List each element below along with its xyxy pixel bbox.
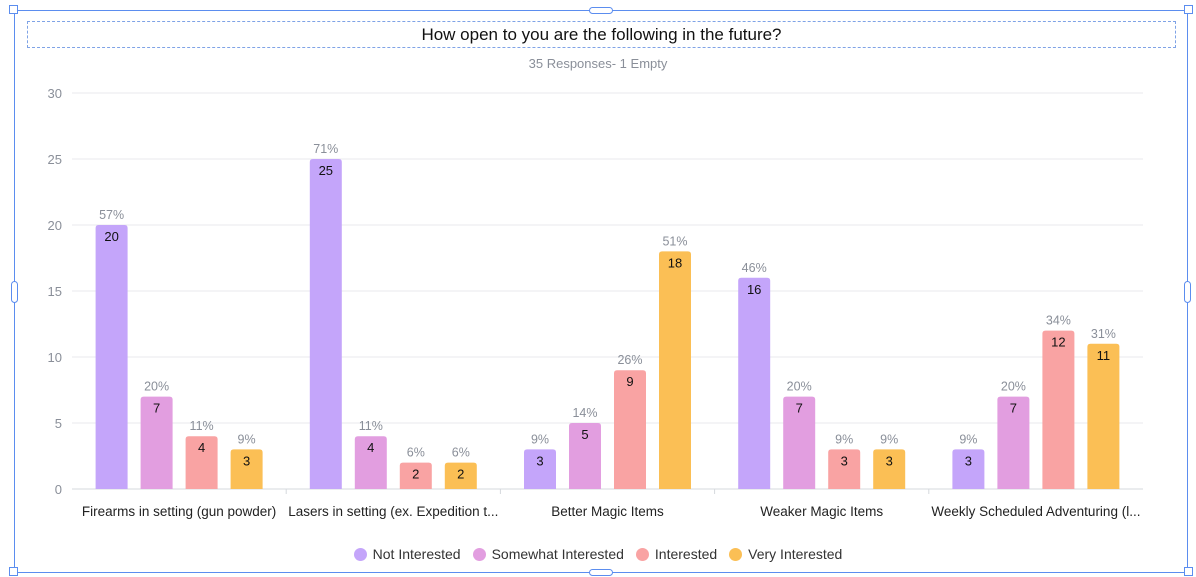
y-tick-label: 25 [48,152,62,167]
y-tick-label: 20 [48,218,62,233]
bar-value-label: 5 [581,427,588,442]
y-tick-label: 5 [55,416,62,431]
bar-value-label: 7 [796,401,803,416]
y-tick-label: 10 [48,350,62,365]
bar-value-label: 4 [198,440,205,455]
bar [444,462,477,489]
bar [524,449,556,489]
bar [659,251,691,489]
bar-percent-label: 14% [572,406,597,420]
bar [185,436,218,489]
legend-swatch [353,547,367,561]
legend-swatch [472,547,486,561]
bar-percent-label: 34% [1046,314,1071,328]
bar-percent-label: 51% [662,234,687,248]
bar [399,462,432,489]
bar-value-label: 18 [668,255,682,270]
chart-subtitle: 35 Responses- 1 Empty [528,56,668,71]
x-tick-label: Better Magic Items [551,504,664,519]
bar [952,449,985,489]
bar [614,370,646,489]
legend-item[interactable]: Interested [635,546,718,562]
bar-percent-label: 57% [99,208,124,222]
bar [783,396,816,489]
bar-value-label: 25 [319,163,333,178]
bar-percent-label: 31% [1091,327,1116,341]
bar-value-label: 3 [243,453,250,468]
resize-handle-bottom[interactable] [589,569,613,576]
bar [997,396,1030,489]
bar [569,423,601,489]
bar-percent-label: 11% [190,419,214,433]
bar-value-label: 7 [1010,401,1017,416]
legend-label: Not Interested [372,546,461,562]
bar [873,449,906,489]
x-tick-label: Weekly Scheduled Adventuring (l... [931,504,1140,519]
bar-percent-label: 20% [1001,380,1026,394]
bar [738,277,771,489]
bar-percent-label: 9% [959,432,977,446]
bar-percent-label: 71% [313,142,338,156]
legend-label: Interested [654,546,718,562]
resize-handle-top[interactable] [589,7,613,14]
bar-percent-label: 46% [742,261,767,275]
bar-value-label: 2 [457,467,464,482]
resize-handle-left[interactable] [11,281,18,303]
bar [1042,330,1075,489]
bar [140,396,173,489]
bar [309,159,342,489]
legend-item[interactable]: Somewhat Interested [472,546,624,562]
chart-legend: Not Interested Somewhat Interested Interes… [0,546,1196,562]
bar-percent-label: 26% [617,353,642,367]
bar-value-label: 3 [886,453,893,468]
bar [230,449,263,489]
x-tick-label: Lasers in setting (ex. Expedition t... [288,504,498,519]
bar [828,449,861,489]
y-tick-label: 0 [55,482,62,497]
resize-handle-bottom-left[interactable] [9,567,18,576]
y-tick-label: 15 [48,284,62,299]
bar-percent-label: 11% [359,419,383,433]
bar-percent-label: 20% [144,380,169,394]
resize-handle-right[interactable] [1184,281,1191,303]
bar-value-label: 3 [965,453,972,468]
chart-title-text: How open to you are the following in the… [421,24,782,44]
bar-value-label: 4 [367,440,374,455]
bar-percent-label: 6% [452,446,470,460]
resize-handle-bottom-right[interactable] [1184,567,1193,576]
bar-value-label: 9 [626,374,633,389]
chart-title[interactable]: How open to you are the following in the… [27,21,1176,48]
legend-label: Somewhat Interested [491,546,624,562]
legend-item[interactable]: Not Interested [353,546,461,562]
bar-value-label: 7 [153,401,160,416]
bar-value-label: 11 [1097,348,1111,363]
bar-percent-label: 6% [407,446,425,460]
bar-percent-label: 9% [880,432,898,446]
resize-handle-top-right[interactable] [1184,5,1193,14]
bar-percent-label: 20% [787,380,812,394]
legend-swatch [635,547,649,561]
legend-label: Very Interested [748,546,843,562]
bar-value-label: 3 [841,453,848,468]
bar-percent-label: 9% [531,432,549,446]
x-tick-label: Weaker Magic Items [760,504,883,519]
resize-handle-top-left[interactable] [9,5,18,14]
legend-item[interactable]: Very Interested [729,546,842,562]
bar-value-label: 12 [1051,335,1065,350]
bar [1087,343,1120,489]
bar [95,225,128,489]
bar-value-label: 2 [412,467,419,482]
y-tick-label: 30 [48,86,62,101]
x-tick-label: Firearms in setting (gun powder) [82,504,276,519]
bar-value-label: 16 [747,282,761,297]
bar-value-label: 3 [536,453,543,468]
bar [354,436,387,489]
bar-percent-label: 9% [238,432,256,446]
bar-value-label: 20 [104,229,118,244]
bar-percent-label: 9% [835,432,853,446]
legend-swatch [729,547,743,561]
